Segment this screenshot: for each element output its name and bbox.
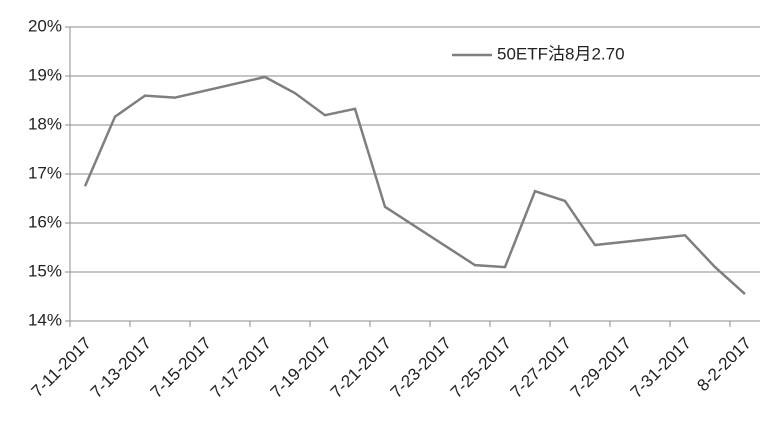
x-tick-label: 7-13-2017 — [87, 334, 155, 402]
x-tick-label: 7-21-2017 — [327, 334, 395, 402]
line — [83, 75, 746, 295]
y-tick-label: 18% — [28, 114, 62, 133]
x-tick-label: 7-31-2017 — [627, 334, 695, 402]
legend-label: 50ETF沽8月2.70 — [497, 44, 625, 63]
x-tick-label: 7-15-2017 — [147, 334, 215, 402]
x-tick-label: 7-29-2017 — [567, 334, 635, 402]
x-tick-label: 7-27-2017 — [507, 334, 575, 402]
x-tick-label: 7-11-2017 — [28, 334, 95, 401]
y-tick-label: 19% — [28, 65, 62, 84]
x-tick-label: 7-25-2017 — [447, 334, 515, 402]
x-tick-label: 7-23-2017 — [387, 334, 455, 402]
y-tick-label: 15% — [28, 261, 62, 280]
y-tick-label: 17% — [28, 163, 62, 182]
x-tick-label: 8-2-2017 — [693, 334, 755, 396]
y-tick-label: 20% — [28, 16, 62, 35]
y-tick-label: 14% — [28, 310, 62, 329]
x-tick-label: 7-17-2017 — [207, 334, 275, 402]
x-tick-label: 7-19-2017 — [267, 334, 335, 402]
y-tick-label: 16% — [28, 212, 62, 231]
